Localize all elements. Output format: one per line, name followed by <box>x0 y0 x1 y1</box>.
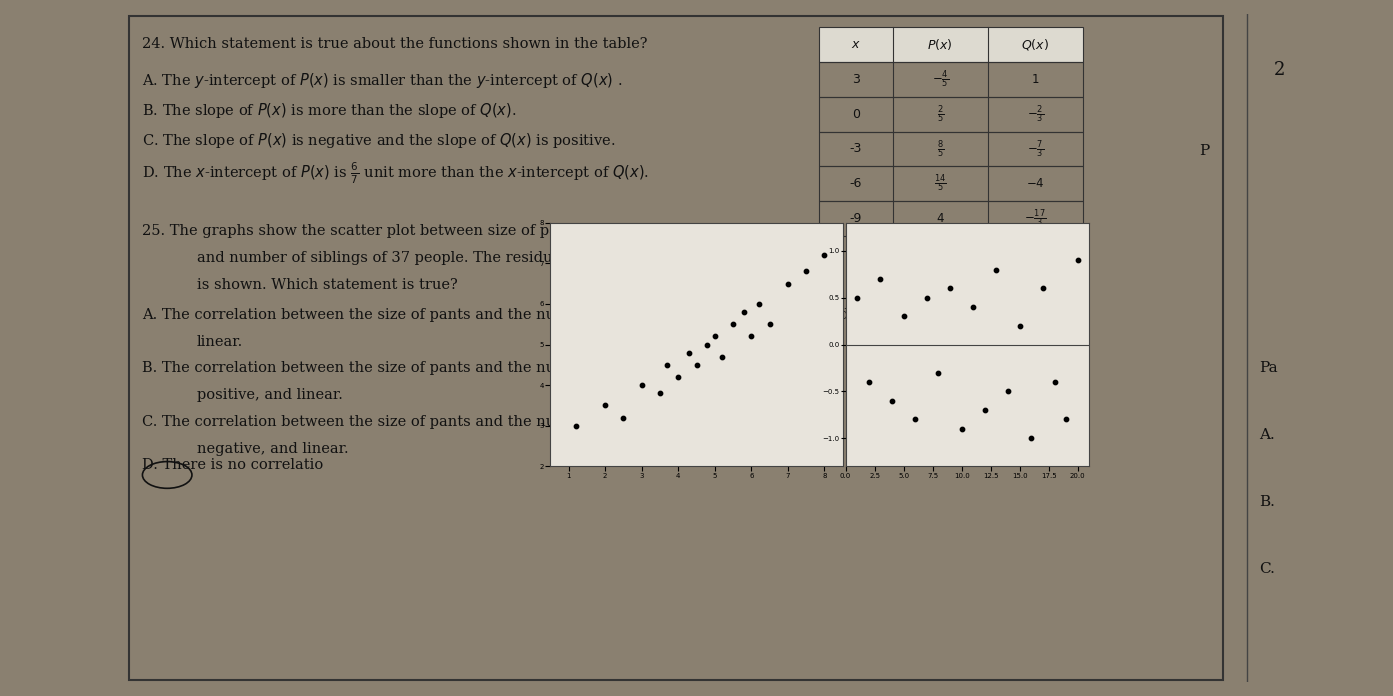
Text: B. The correlation between the size of pants and the number of siblings is moder: B. The correlation between the size of p… <box>142 361 837 375</box>
Bar <box>819 97 1082 132</box>
Text: positive, and linear.: positive, and linear. <box>196 388 343 402</box>
Text: A.: A. <box>1259 428 1275 442</box>
Point <box>740 331 762 342</box>
Point <box>667 372 690 383</box>
Text: 0: 0 <box>851 108 859 120</box>
Text: -9: -9 <box>850 212 862 225</box>
Point <box>915 292 937 303</box>
Point <box>963 301 985 313</box>
Point <box>564 420 586 432</box>
Bar <box>819 132 1082 166</box>
Text: $-\frac{4}{5}$: $-\frac{4}{5}$ <box>932 68 949 90</box>
Point <box>703 331 726 342</box>
Point <box>678 347 701 358</box>
Text: $\frac{8}{5}$: $\frac{8}{5}$ <box>936 138 944 160</box>
Text: $1$: $1$ <box>1031 73 1039 86</box>
Text: and number of siblings of 37 people. The residual plot: and number of siblings of 37 people. The… <box>196 251 599 265</box>
Point <box>696 339 719 350</box>
Point <box>1020 433 1042 444</box>
Text: $\frac{14}{5}$: $\frac{14}{5}$ <box>933 173 946 194</box>
Point <box>649 388 671 399</box>
Point <box>1043 377 1066 388</box>
Text: 25. The graphs show the scatter plot between size of pants: 25. The graphs show the scatter plot bet… <box>142 224 581 239</box>
Text: $-\frac{7}{3}$: $-\frac{7}{3}$ <box>1027 138 1043 160</box>
Point <box>1009 320 1031 331</box>
Text: A. The correlation between the size of pants and the number of siblings is stron: A. The correlation between the size of p… <box>142 308 848 322</box>
Point <box>814 250 836 261</box>
Text: D. The $x$-intercept of $P(x)$ is $\frac{6}{7}$ unit more than the $x$-intercept: D. The $x$-intercept of $P(x)$ is $\frac… <box>142 161 649 187</box>
Bar <box>819 166 1082 201</box>
Text: $4$: $4$ <box>936 212 944 225</box>
Text: $-4$: $-4$ <box>1025 177 1045 190</box>
Text: B. The slope of $P(x)$ is more than the slope of $Q(x)$.: B. The slope of $P(x)$ is more than the … <box>142 101 517 120</box>
Point <box>997 386 1020 397</box>
Point <box>939 283 961 294</box>
Text: D. There is no correlatio: D. There is no correlatio <box>142 458 323 473</box>
Point <box>685 359 708 370</box>
Text: 24. Which statement is true about the functions shown in the table?: 24. Which statement is true about the fu… <box>142 38 648 52</box>
Text: $x$: $x$ <box>851 38 861 51</box>
Point <box>858 377 880 388</box>
Point <box>893 311 915 322</box>
Point <box>656 359 678 370</box>
Point <box>950 423 972 434</box>
Point <box>1067 255 1089 266</box>
Point <box>795 266 818 277</box>
Point <box>758 319 780 330</box>
Point <box>904 414 926 425</box>
Point <box>1032 283 1055 294</box>
Bar <box>819 27 1082 62</box>
Point <box>748 299 770 310</box>
Text: negative, and linear.: negative, and linear. <box>196 441 348 456</box>
Text: $P(x)$: $P(x)$ <box>928 37 953 52</box>
Point <box>733 306 755 317</box>
Point <box>1055 414 1077 425</box>
Text: 3: 3 <box>851 73 859 86</box>
Text: $-\frac{17}{3}$: $-\frac{17}{3}$ <box>1024 207 1046 229</box>
Text: -3: -3 <box>850 143 862 155</box>
Point <box>777 278 800 290</box>
Point <box>846 292 868 303</box>
Point <box>612 412 634 423</box>
Text: C. The slope of $P(x)$ is negative and the slope of $Q(x)$ is positive.: C. The slope of $P(x)$ is negative and t… <box>142 131 616 150</box>
Text: $Q(x)$: $Q(x)$ <box>1021 37 1049 52</box>
Point <box>722 319 744 330</box>
Bar <box>819 201 1082 236</box>
Text: Pa: Pa <box>1259 361 1277 375</box>
Text: $\frac{2}{5}$: $\frac{2}{5}$ <box>936 103 944 125</box>
Text: -6: -6 <box>850 177 862 190</box>
Point <box>593 400 616 411</box>
Text: P: P <box>1199 144 1209 158</box>
Text: C.: C. <box>1259 562 1275 576</box>
Text: B.: B. <box>1259 495 1275 509</box>
Text: A. The $y$-intercept of $P(x)$ is smaller than the $y$-intercept of $Q(x)$ .: A. The $y$-intercept of $P(x)$ is smalle… <box>142 71 623 90</box>
Point <box>985 264 1007 275</box>
Text: $-\frac{2}{3}$: $-\frac{2}{3}$ <box>1027 103 1043 125</box>
Point <box>880 395 903 406</box>
Bar <box>819 62 1082 97</box>
Point <box>928 367 950 378</box>
Text: is shown. Which statement is true?: is shown. Which statement is true? <box>196 278 458 292</box>
Text: linear.: linear. <box>196 335 244 349</box>
Point <box>631 379 653 390</box>
Point <box>869 274 892 285</box>
Text: C. The correlation between the size of pants and the number of siblings is moder: C. The correlation between the size of p… <box>142 415 837 429</box>
Point <box>974 404 996 416</box>
Point <box>710 351 733 362</box>
Text: 2: 2 <box>1273 61 1286 79</box>
